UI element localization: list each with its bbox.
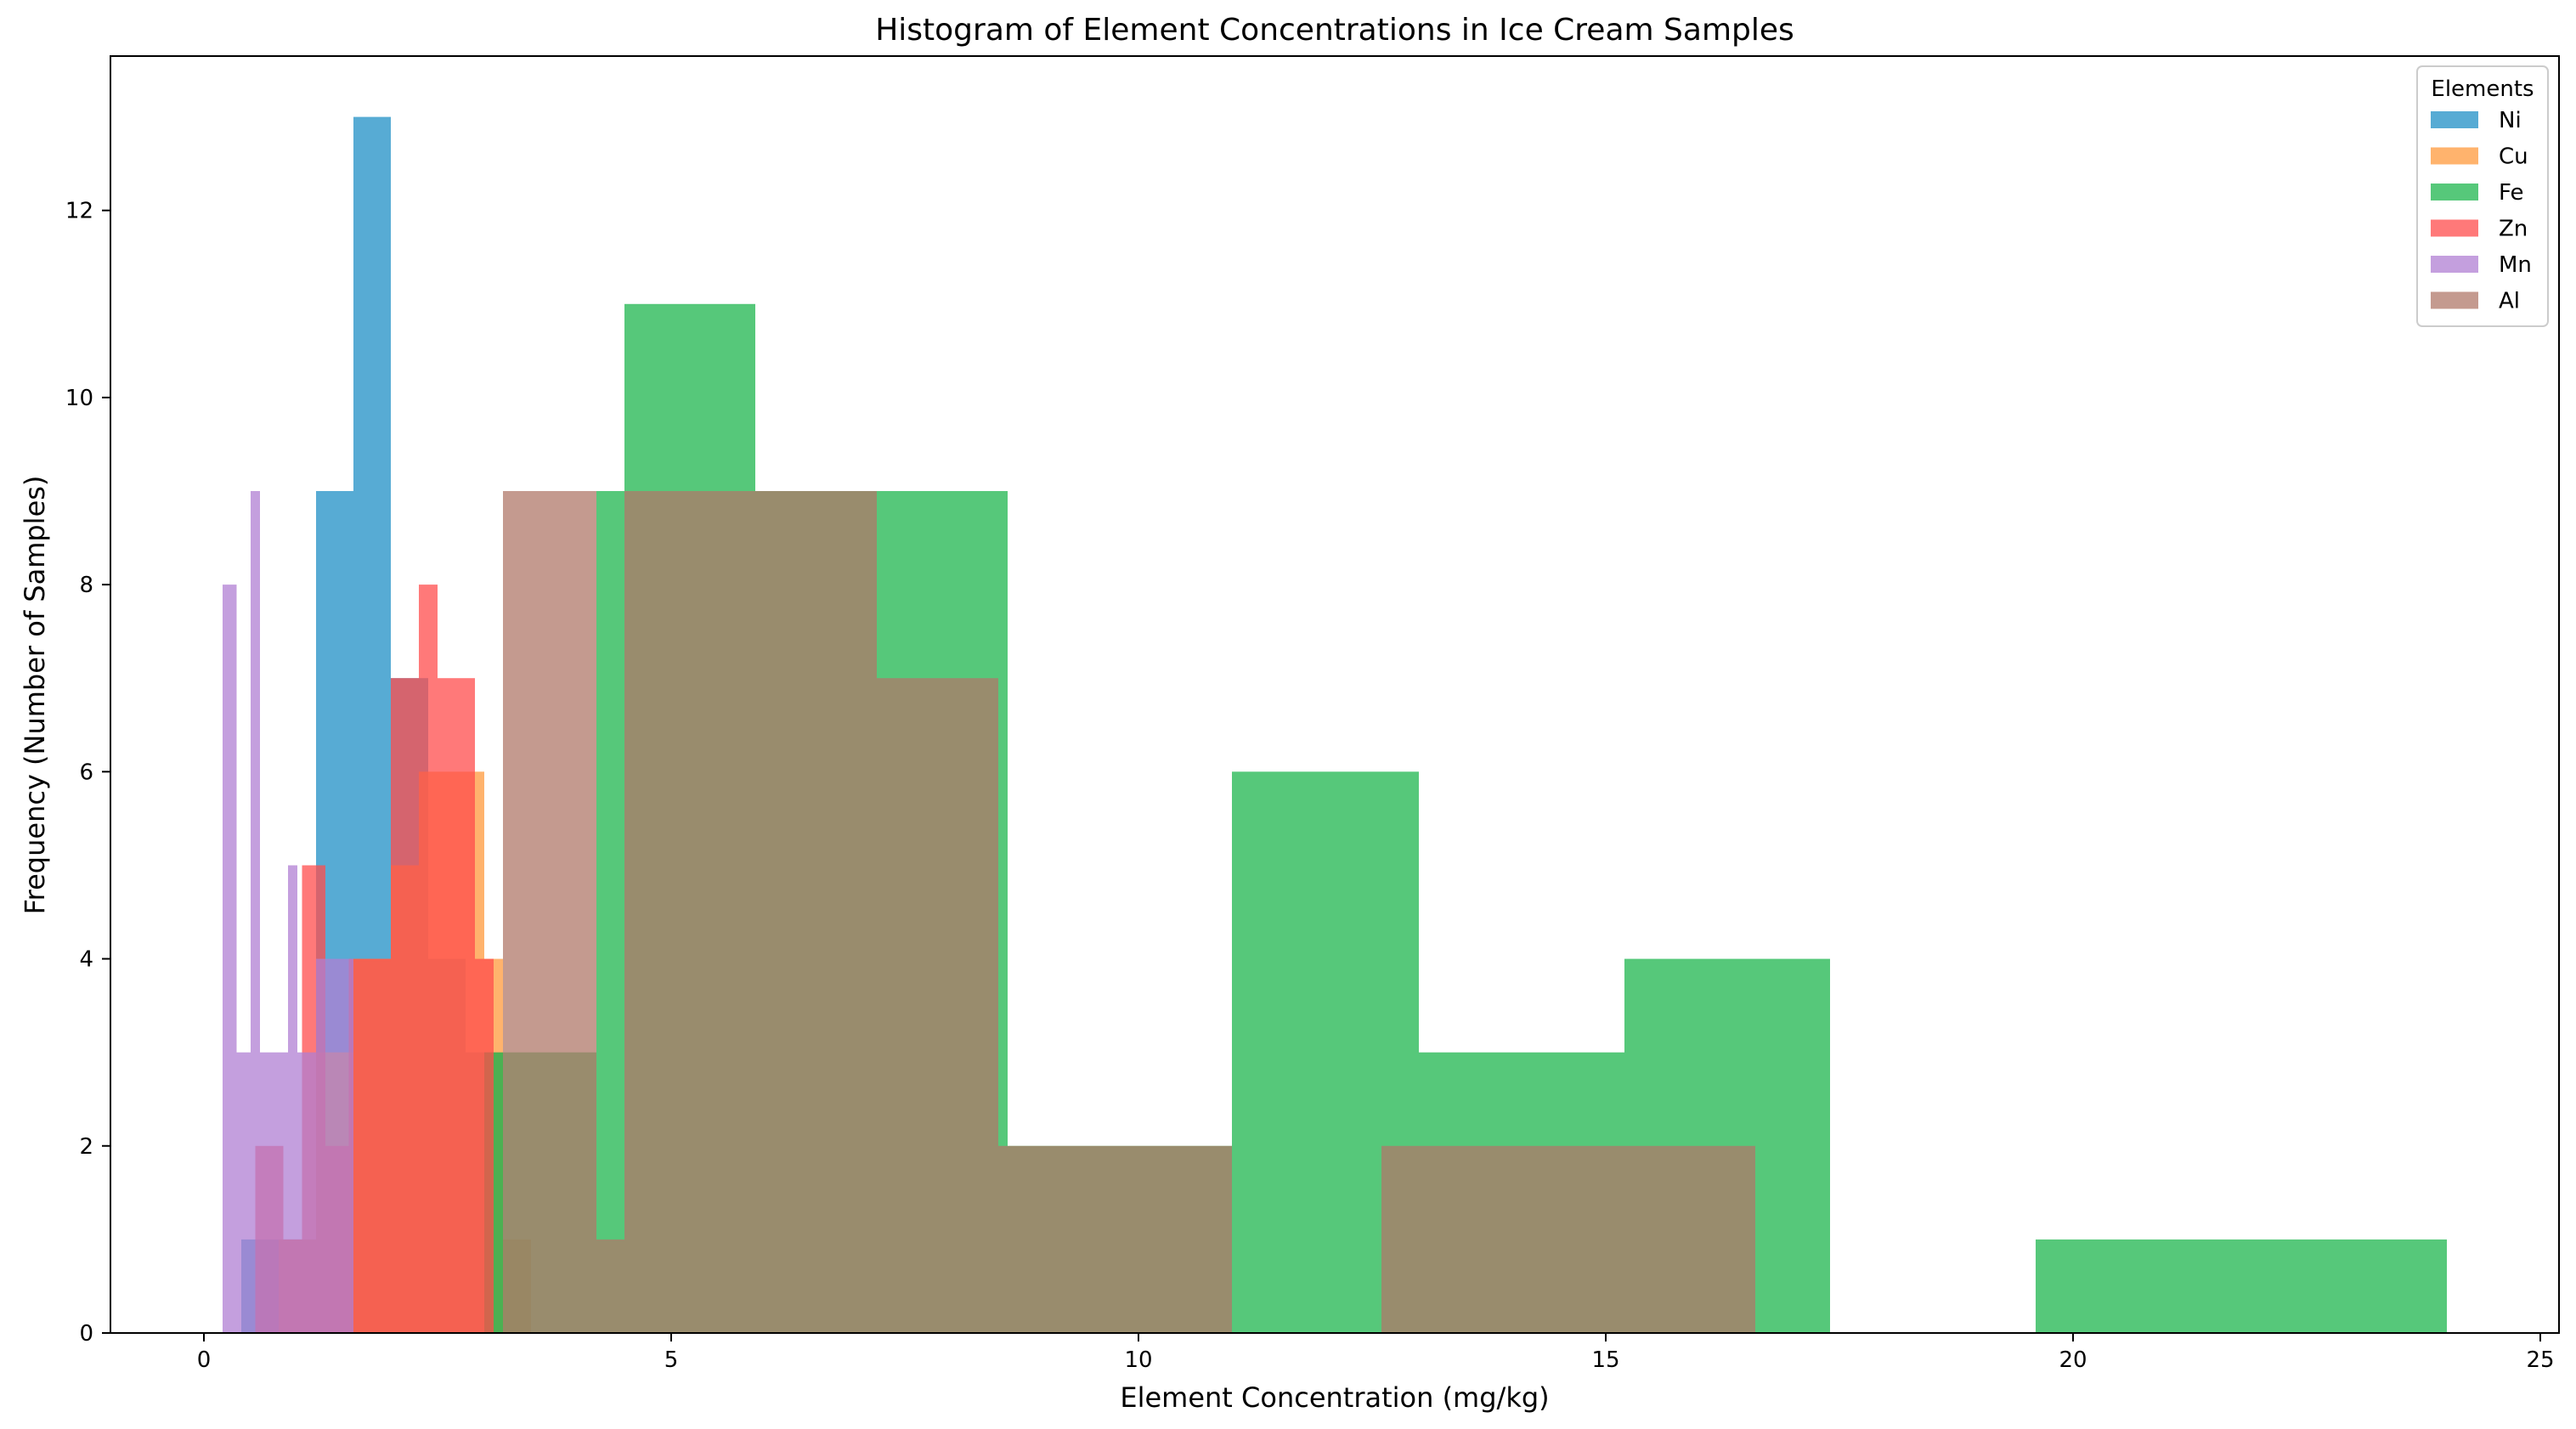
x-axis-label: Element Concentration (mg/kg): [1120, 1381, 1549, 1414]
bar-al-3: [755, 491, 765, 1333]
x-tick-label: 10: [1124, 1347, 1152, 1373]
legend-items: Ni Cu Fe Zn Mn Al: [2431, 108, 2532, 314]
bar-zn-4: [348, 958, 391, 1333]
legend-swatch-zn: [2431, 219, 2478, 237]
legend-label-zn: Zn: [2499, 217, 2528, 242]
bar-mn-2: [251, 491, 260, 1333]
y-tick-label: 12: [65, 199, 93, 224]
legend-label-cu: Cu: [2499, 144, 2528, 170]
bar-al-4: [765, 491, 877, 1333]
bars-layer: [223, 116, 2447, 1334]
bar-fe-11: [2036, 1239, 2447, 1333]
y-tick-label: 8: [79, 573, 93, 598]
legend-label-mn: Mn: [2499, 252, 2532, 278]
x-tick-label: 20: [2059, 1347, 2087, 1373]
bar-al-1: [596, 1239, 624, 1333]
legend-label-al: Al: [2499, 289, 2520, 314]
bar-mn-4: [279, 1052, 288, 1333]
bar-mn-6: [297, 1052, 316, 1333]
legend-swatch-ni: [2431, 111, 2478, 128]
legend-swatch-fe: [2431, 184, 2478, 201]
y-tick-label: 4: [79, 947, 93, 973]
bar-al-2: [624, 491, 755, 1333]
bar-mn-0: [223, 585, 237, 1333]
bar-al-9: [1381, 1145, 1568, 1333]
legend-swatch-mn: [2431, 256, 2478, 273]
bar-al-6: [998, 1145, 1129, 1333]
legend: Elements Ni Cu Fe Zn Mn Al: [2416, 65, 2549, 327]
x-tick-label: 5: [664, 1347, 679, 1373]
legend-label-fe: Fe: [2499, 180, 2524, 206]
bar-al-0: [503, 491, 596, 1333]
bar-al-7: [1129, 1145, 1232, 1333]
bar-al-10: [1568, 1145, 1755, 1333]
bar-fe-1: [596, 491, 624, 1333]
bar-mn-5: [288, 865, 297, 1333]
x-tick-label: 0: [197, 1347, 212, 1373]
plot-frame: [110, 55, 2560, 1334]
y-axis-ticks: 0 2 4 6 8 10 12: [65, 199, 110, 1347]
series-al: [503, 491, 1755, 1333]
bar-mn-8: [344, 958, 353, 1333]
bar-zn-6: [419, 585, 438, 1333]
x-axis-ticks: 0 5 10 15 20 25: [197, 1333, 2555, 1373]
bar-zn-8: [475, 958, 494, 1333]
bar-al-5: [877, 678, 998, 1333]
legend-swatch-cu: [2431, 147, 2478, 165]
bar-zn-7: [438, 678, 475, 1333]
legend-swatch-al: [2431, 291, 2478, 309]
y-tick-label: 10: [65, 386, 93, 411]
legend-title: Elements: [2431, 76, 2534, 102]
y-axis-label: Frequency (Number of Samples): [19, 476, 51, 915]
y-tick-label: 6: [79, 760, 93, 785]
y-tick-label: 2: [79, 1134, 93, 1160]
bar-mn-1: [236, 1052, 251, 1333]
y-tick-label: 0: [79, 1321, 93, 1347]
legend-label-ni: Ni: [2499, 108, 2522, 133]
x-tick-label: 25: [2526, 1347, 2554, 1373]
bar-zn-5: [391, 678, 419, 1333]
bar-mn-3: [260, 1052, 279, 1333]
x-tick-label: 15: [1591, 1347, 1619, 1373]
bar-mn-7: [316, 958, 344, 1333]
series-mn: [223, 491, 353, 1333]
chart-title: Histogram of Element Concentrations in I…: [875, 13, 1794, 48]
